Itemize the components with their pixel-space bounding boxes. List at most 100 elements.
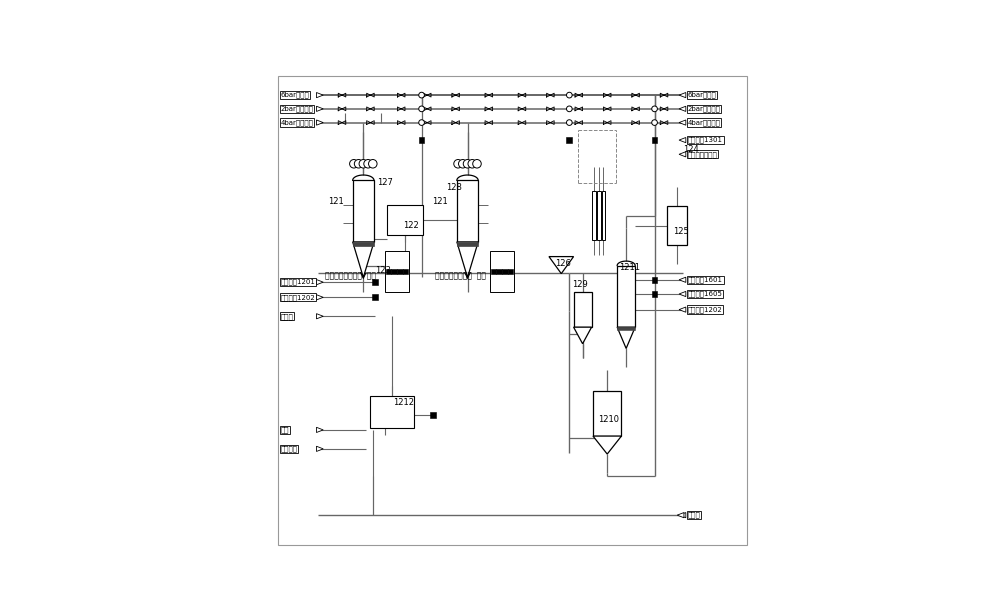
FancyBboxPatch shape: [490, 252, 514, 292]
FancyBboxPatch shape: [385, 252, 409, 292]
Text: 冷凝水: 冷凝水: [688, 512, 700, 518]
FancyBboxPatch shape: [502, 269, 508, 274]
Polygon shape: [679, 277, 686, 282]
Text: 自来水: 自来水: [280, 313, 293, 320]
Circle shape: [419, 120, 424, 125]
FancyBboxPatch shape: [397, 269, 403, 274]
Text: 关自动按1201: 关自动按1201: [280, 279, 315, 285]
Text: 127: 127: [378, 178, 393, 187]
Polygon shape: [316, 92, 323, 98]
Text: 121: 121: [328, 197, 344, 206]
Text: 6bar进汽管: 6bar进汽管: [280, 92, 309, 98]
FancyBboxPatch shape: [652, 137, 657, 143]
Text: 肥皂磜过滤机扁化  一段: 肥皂磜过滤机扁化 一段: [325, 271, 376, 280]
Text: 1211: 1211: [619, 263, 640, 272]
FancyBboxPatch shape: [386, 269, 391, 274]
Text: 121: 121: [432, 197, 448, 206]
Circle shape: [350, 159, 358, 168]
Polygon shape: [316, 446, 323, 451]
FancyBboxPatch shape: [353, 242, 374, 246]
Text: 2bar加热蚒汽: 2bar加热蚒汽: [280, 106, 313, 112]
Polygon shape: [679, 292, 686, 296]
Circle shape: [354, 159, 363, 168]
FancyBboxPatch shape: [387, 205, 423, 235]
FancyBboxPatch shape: [508, 269, 513, 274]
FancyBboxPatch shape: [652, 291, 657, 297]
Polygon shape: [316, 280, 323, 285]
FancyBboxPatch shape: [419, 137, 424, 143]
Text: 4bar加热蚒汽: 4bar加热蚒汽: [688, 119, 721, 126]
FancyBboxPatch shape: [592, 191, 596, 240]
FancyBboxPatch shape: [597, 191, 601, 240]
Circle shape: [652, 120, 657, 125]
Circle shape: [459, 159, 467, 168]
Circle shape: [473, 159, 481, 168]
Polygon shape: [679, 512, 686, 518]
Polygon shape: [679, 152, 686, 157]
FancyBboxPatch shape: [457, 242, 478, 246]
Text: 关自动控外设备: 关自动控外设备: [688, 151, 717, 157]
Text: 128: 128: [446, 183, 462, 192]
FancyBboxPatch shape: [353, 180, 374, 242]
Text: 关自动按1202: 关自动按1202: [280, 294, 315, 301]
FancyBboxPatch shape: [372, 295, 378, 300]
Polygon shape: [679, 92, 686, 98]
Polygon shape: [679, 120, 686, 125]
Circle shape: [369, 159, 377, 168]
Text: 122: 122: [403, 221, 418, 230]
Circle shape: [566, 92, 572, 98]
Polygon shape: [617, 327, 635, 349]
Circle shape: [454, 159, 462, 168]
FancyBboxPatch shape: [372, 279, 378, 285]
FancyBboxPatch shape: [566, 137, 572, 143]
FancyBboxPatch shape: [667, 207, 687, 245]
FancyBboxPatch shape: [496, 269, 502, 274]
FancyBboxPatch shape: [574, 292, 592, 327]
Polygon shape: [549, 256, 574, 274]
Polygon shape: [574, 327, 592, 344]
FancyBboxPatch shape: [617, 266, 635, 327]
FancyBboxPatch shape: [617, 327, 635, 330]
Text: 自水表控1601: 自水表控1601: [688, 277, 723, 283]
Text: 126: 126: [555, 259, 571, 268]
Text: 自水表控: 自水表控: [280, 445, 297, 452]
Polygon shape: [316, 427, 323, 432]
Circle shape: [468, 159, 477, 168]
Polygon shape: [316, 120, 323, 125]
FancyBboxPatch shape: [602, 191, 605, 240]
FancyBboxPatch shape: [370, 396, 414, 428]
Circle shape: [566, 106, 572, 112]
Circle shape: [419, 106, 424, 112]
Circle shape: [463, 159, 472, 168]
Text: 1210: 1210: [598, 415, 619, 424]
FancyBboxPatch shape: [430, 412, 436, 418]
Polygon shape: [316, 295, 323, 300]
Text: 排水: 排水: [280, 427, 289, 433]
Text: 自温度按1301: 自温度按1301: [688, 137, 723, 143]
Circle shape: [566, 120, 572, 125]
Text: 129: 129: [572, 280, 587, 289]
Circle shape: [364, 159, 372, 168]
Text: 2bar加热蚒汽: 2bar加热蚒汽: [688, 106, 721, 112]
Polygon shape: [679, 138, 686, 143]
Polygon shape: [679, 307, 686, 312]
FancyBboxPatch shape: [403, 269, 408, 274]
Text: 肥皂磜过滤机扁化  二段: 肥皂磜过滤机扁化 二段: [435, 271, 486, 280]
Text: 1212: 1212: [393, 399, 414, 407]
Text: 123: 123: [375, 266, 391, 275]
Text: 关自动按1605: 关自动按1605: [688, 291, 723, 297]
FancyBboxPatch shape: [457, 180, 478, 242]
Circle shape: [652, 106, 657, 112]
Text: 4bar加热蚒汽: 4bar加热蚒汽: [280, 119, 313, 126]
FancyBboxPatch shape: [593, 391, 621, 436]
Text: 124: 124: [683, 145, 699, 154]
Text: 125: 125: [674, 228, 689, 236]
Polygon shape: [593, 436, 621, 454]
Polygon shape: [353, 242, 374, 277]
Text: 自温度按1202: 自温度按1202: [688, 306, 722, 313]
Circle shape: [419, 92, 424, 98]
Text: 6bar进汽管: 6bar进汽管: [688, 92, 716, 98]
FancyBboxPatch shape: [491, 269, 496, 274]
Polygon shape: [679, 106, 686, 111]
FancyBboxPatch shape: [652, 277, 657, 283]
